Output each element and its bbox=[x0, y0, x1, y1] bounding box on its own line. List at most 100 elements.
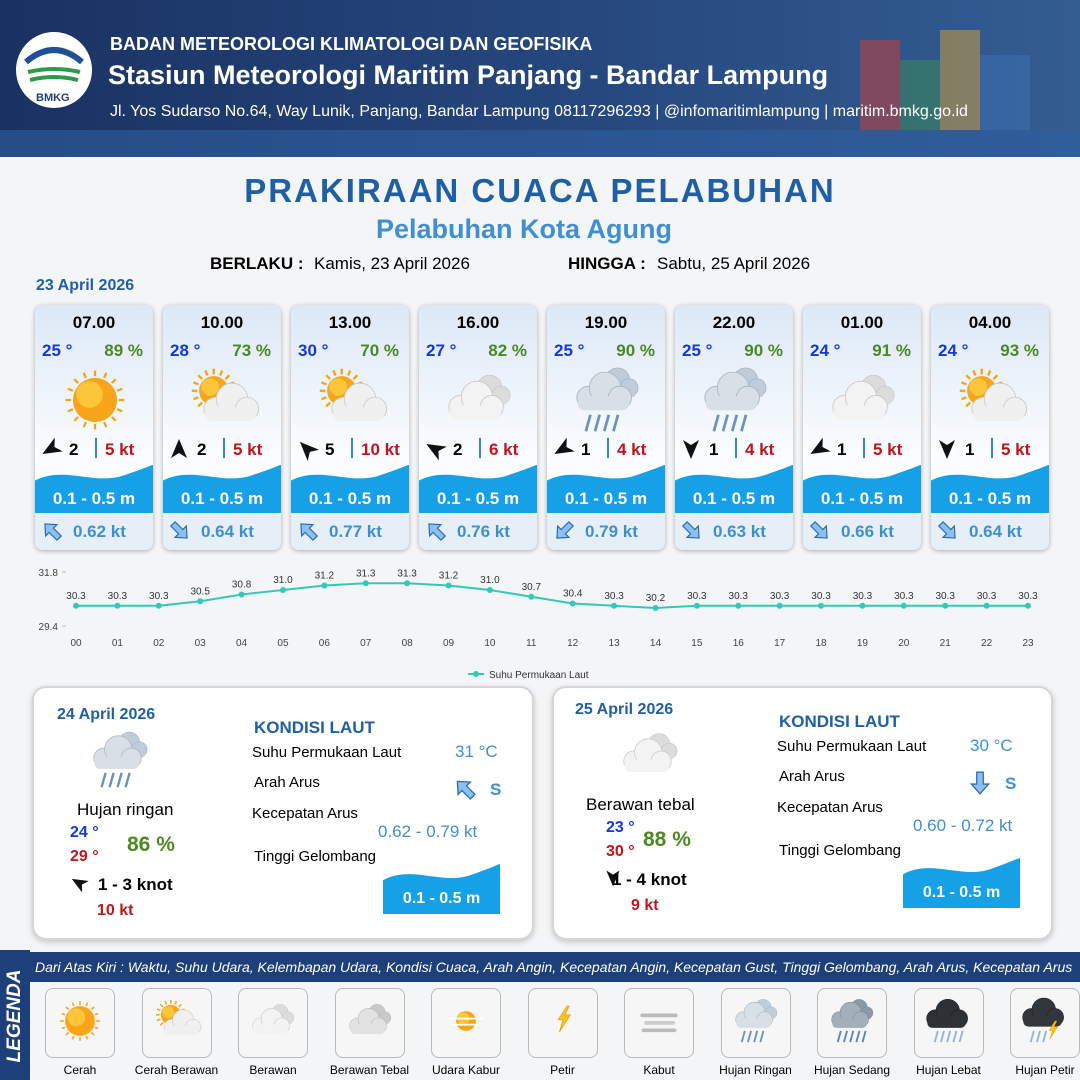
legend-label: Berawan Tebal bbox=[329, 1063, 410, 1077]
wind-range: 1 - 3 knot bbox=[98, 875, 173, 894]
legend-label: Petir bbox=[550, 1063, 575, 1077]
wind-arrow bbox=[939, 440, 955, 459]
wind-speed: 1 bbox=[709, 440, 719, 459]
time: 22.00 bbox=[712, 313, 756, 332]
forecast-card: 10.00 28 ° 73 % 2 5 kt 0.1 - 0.5 m 0.64 kt bbox=[163, 305, 281, 550]
temperature: 25 ° bbox=[682, 341, 713, 360]
x-tick-label: 20 bbox=[898, 638, 910, 649]
icon-part bbox=[331, 382, 387, 422]
icon-part bbox=[124, 772, 131, 788]
icon-part bbox=[577, 396, 629, 411]
icon-part bbox=[90, 1006, 95, 1011]
icon-part bbox=[449, 405, 501, 420]
wind-speed: 2 bbox=[69, 440, 79, 459]
current-direction bbox=[456, 780, 476, 800]
icon-part bbox=[945, 1030, 951, 1043]
forecast-card: 13.00 30 ° 70 % 5 10 kt 0.1 - 0.5 m 0.77 kt bbox=[291, 305, 409, 550]
wave-shape bbox=[931, 465, 1049, 513]
x-tick-label: 01 bbox=[112, 638, 124, 649]
sst-line bbox=[76, 582, 1028, 610]
container bbox=[860, 40, 900, 130]
sst-point bbox=[73, 602, 79, 609]
legend-label: Berawan bbox=[249, 1063, 297, 1077]
current-dir: S bbox=[1005, 774, 1017, 793]
forecast-card: 01.00 24 ° 91 % 1 5 kt 0.1 - 0.5 m 0.66 kt bbox=[803, 305, 921, 550]
icon-part bbox=[347, 369, 352, 376]
icon-part bbox=[90, 1031, 95, 1036]
day1-date: 23 April 2026 bbox=[36, 277, 135, 294]
wind-direction bbox=[171, 439, 187, 458]
icon-part bbox=[156, 1008, 161, 1012]
icon-part bbox=[746, 1030, 752, 1043]
value-label: 31.0 bbox=[273, 575, 293, 586]
wind-direction bbox=[810, 437, 831, 454]
x-tick-label: 12 bbox=[567, 638, 579, 649]
gust: 4 kt bbox=[617, 440, 647, 459]
gust: 6 kt bbox=[489, 440, 519, 459]
weather-icon bbox=[65, 370, 125, 430]
icon-part bbox=[971, 382, 1027, 422]
weather-icon bbox=[925, 998, 968, 1043]
x-tick-label: 14 bbox=[650, 638, 662, 649]
icon-part bbox=[320, 381, 327, 386]
icon-part bbox=[926, 1017, 966, 1028]
value-label: 30.8 bbox=[232, 580, 252, 591]
icon-part bbox=[348, 1008, 387, 1035]
wave-height: 0.1 - 0.5 m bbox=[180, 489, 264, 508]
humidity: 86 % bbox=[127, 833, 175, 856]
icon-part bbox=[641, 1028, 677, 1033]
forecast-card: 22.00 25 ° 90 % 1 4 kt 0.1 - 0.5 m 0.63 kt bbox=[675, 305, 793, 550]
value-label: 31.0 bbox=[480, 575, 500, 586]
icon-part bbox=[448, 380, 504, 420]
gust: 5 kt bbox=[873, 440, 903, 459]
icon-part bbox=[332, 407, 385, 422]
current-arrow bbox=[169, 520, 188, 539]
value-label: 30.3 bbox=[604, 591, 624, 602]
icon-part bbox=[1023, 1016, 1062, 1027]
x-tick-label: 15 bbox=[691, 638, 703, 649]
wind-arrow bbox=[171, 439, 187, 458]
icon-part bbox=[925, 998, 968, 1028]
icon-part bbox=[1042, 1030, 1048, 1043]
icon-part bbox=[203, 382, 259, 422]
gust: 5 kt bbox=[233, 440, 263, 459]
icon-part bbox=[843, 1030, 848, 1043]
weather-icon bbox=[348, 1004, 391, 1035]
subtitle: Pelabuhan Kota Agung bbox=[376, 214, 672, 244]
x-tick-label: 17 bbox=[774, 638, 786, 649]
sst-point bbox=[445, 582, 452, 589]
icon-part bbox=[833, 405, 885, 420]
icon-part bbox=[849, 1030, 855, 1043]
wave-height: 0.1 - 0.5 m bbox=[564, 489, 648, 508]
current-direction bbox=[44, 523, 63, 542]
sea-label: Arah Arus bbox=[779, 768, 845, 785]
weather-icon bbox=[448, 1011, 484, 1031]
forecast-card: 07.00 25 ° 89 % 2 5 kt 0.1 - 0.5 m 0.62 kt bbox=[35, 305, 153, 550]
wave-area bbox=[931, 465, 1049, 513]
sst-point bbox=[652, 605, 659, 611]
wave-shape bbox=[383, 864, 500, 914]
icon-part bbox=[933, 1030, 939, 1043]
wind-direction bbox=[554, 437, 575, 454]
value-label: 30.3 bbox=[108, 591, 128, 602]
current-arrow bbox=[428, 523, 447, 542]
wind-direction bbox=[939, 440, 955, 459]
value-label: 30.3 bbox=[687, 591, 707, 602]
icon-part bbox=[1022, 997, 1064, 1027]
wave-height: 0.1 - 0.5 m bbox=[402, 890, 481, 907]
icon-part bbox=[108, 772, 115, 788]
wave-area bbox=[383, 864, 500, 914]
icon-part bbox=[640, 1013, 678, 1018]
x-tick-label: 04 bbox=[236, 638, 248, 649]
wind-speed: 2 bbox=[453, 440, 463, 459]
valid-to: Sabtu, 25 April 2026 bbox=[657, 254, 811, 273]
wave-height: 0.1 - 0.5 m bbox=[820, 489, 904, 508]
gust: 10 kt bbox=[361, 440, 400, 459]
icon-part bbox=[593, 414, 601, 432]
x-tick-label: 13 bbox=[609, 638, 621, 649]
icon-part bbox=[332, 369, 337, 376]
current-arrow bbox=[809, 520, 828, 539]
container bbox=[940, 30, 980, 130]
wind-speed: 1 bbox=[837, 440, 847, 459]
wave-area bbox=[419, 465, 537, 513]
